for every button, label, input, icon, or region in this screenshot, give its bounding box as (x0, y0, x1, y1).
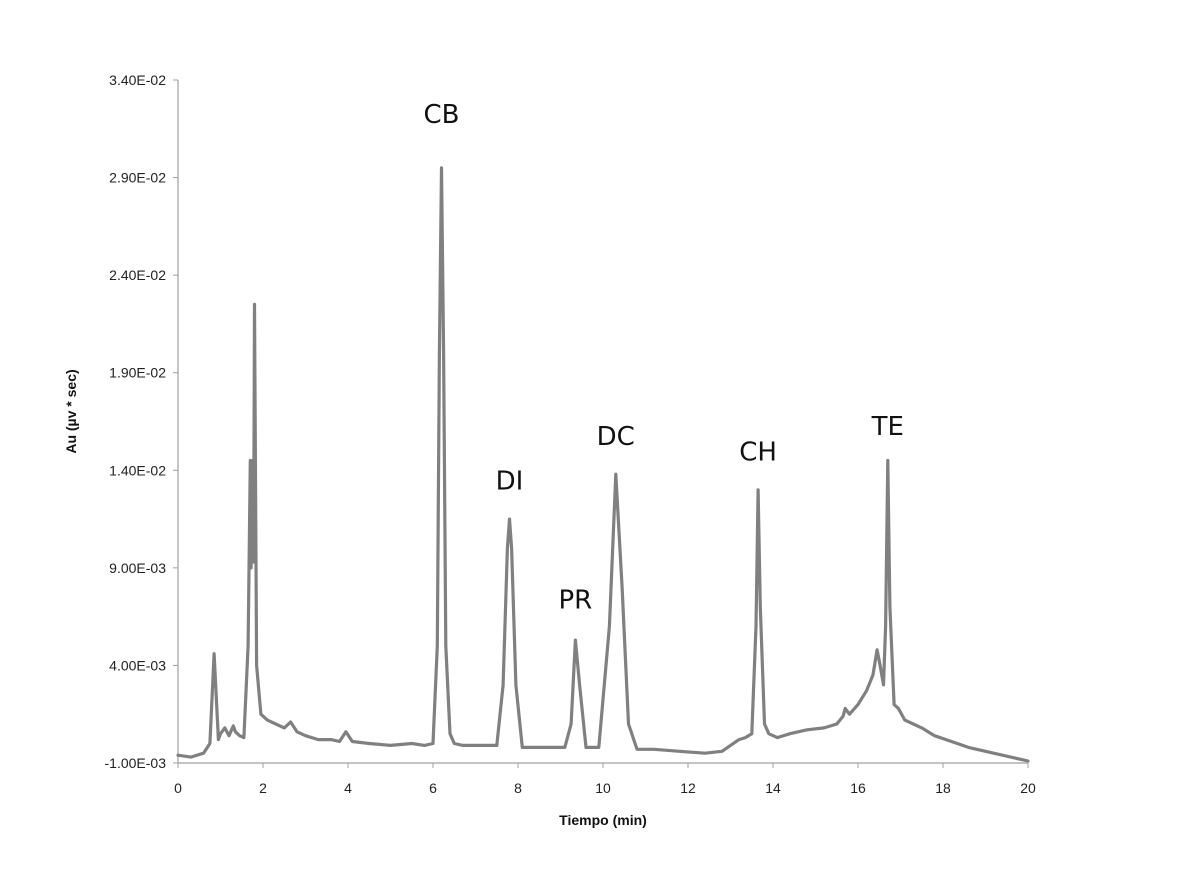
x-tick-label: 14 (765, 780, 781, 796)
peak-label-dc: DC (597, 422, 635, 452)
x-tick-label: 20 (1020, 780, 1036, 796)
peak-labels: CB DI PR DC CH TE (424, 100, 904, 616)
y-tick-label: 9.00E-03 (109, 560, 166, 576)
y-tick-label: 4.00E-03 (109, 657, 166, 673)
y-tick-label: -1.00E-03 (105, 755, 167, 771)
peak-label-di: DI (496, 467, 524, 497)
x-tick-label: 12 (680, 780, 696, 796)
x-tick-label: 10 (595, 780, 611, 796)
x-axis-title: Tiempo (min) (559, 812, 647, 828)
peak-label-pr: PR (559, 586, 593, 616)
y-tick-label: 1.90E-02 (109, 365, 166, 381)
y-axis-title: Au (µv * sec) (63, 369, 79, 453)
x-tick-label: 6 (429, 780, 437, 796)
x-tick-label: 18 (935, 780, 951, 796)
x-tick-label: 4 (344, 780, 352, 796)
chromatogram-trace (176, 166, 1030, 763)
peak-label-te: TE (871, 412, 904, 442)
series-layer (176, 166, 1030, 763)
peak-label-ch: CH (739, 437, 777, 467)
y-tick-label: 3.40E-02 (109, 72, 166, 88)
x-tick-label: 16 (850, 780, 866, 796)
y-tick-label: 2.40E-02 (109, 267, 166, 283)
y-tick-label: 2.90E-02 (109, 170, 166, 186)
tick-marks: 0 2 4 6 8 10 12 14 16 18 20 -1.00E-03 4.00E-03 9.00E-… (105, 72, 1036, 796)
y-tick-label: 1.40E-02 (109, 462, 166, 478)
x-tick-label: 2 (259, 780, 267, 796)
peak-label-cb: CB (424, 100, 460, 130)
x-tick-label: 8 (514, 780, 522, 796)
x-tick-label: 0 (174, 780, 182, 796)
